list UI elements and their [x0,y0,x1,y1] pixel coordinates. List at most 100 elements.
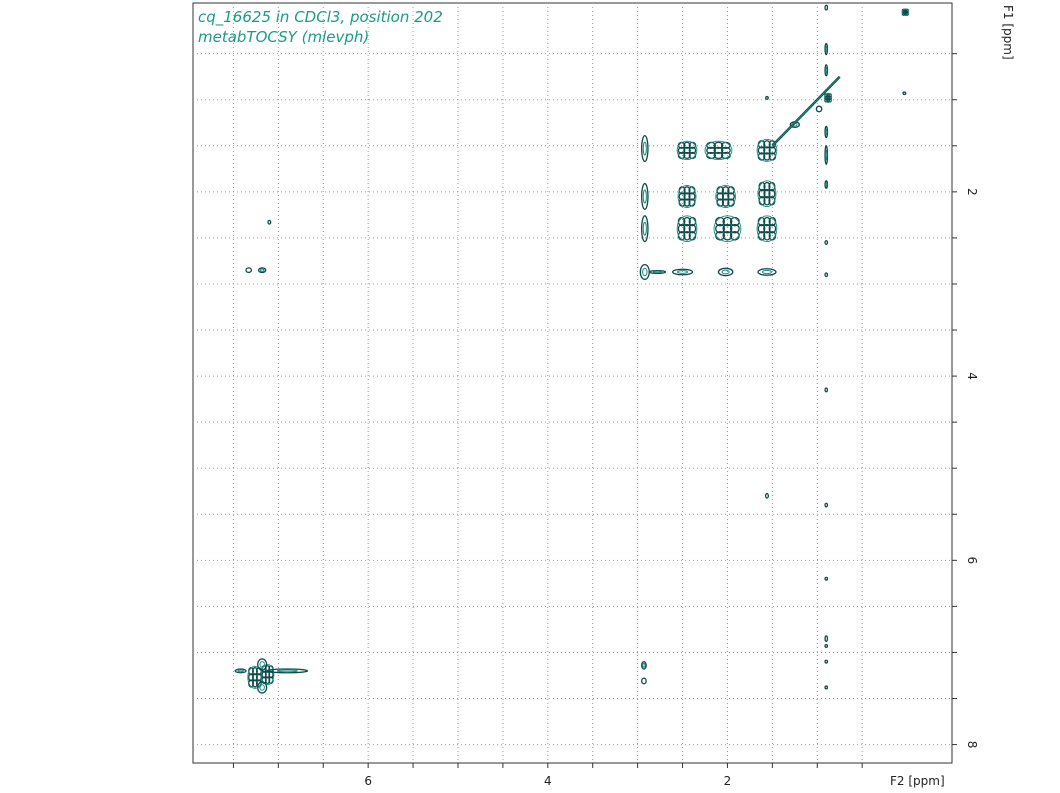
cross-peak-contour [722,216,733,227]
cross-peak-outline [713,215,742,243]
cross-peak [824,576,829,581]
cross-peak-contour [683,216,691,227]
y-axis: 2 4 6 8 [952,53,979,749]
y-tick-label: 8 [965,741,979,749]
cross-peak-contour [763,140,771,149]
cross-peak-contour [763,216,771,227]
cross-peak-inner [276,669,298,673]
cross-peak [639,263,650,281]
cross-peak-inner [825,149,828,161]
cross-peak-inner [642,663,646,668]
cross-peak-contour [677,223,686,234]
cross-peak-inner [825,45,828,53]
cross-peak [824,643,829,649]
cross-peak [257,658,268,671]
cross-peak-contour [720,146,731,154]
cross-peak [641,661,647,670]
cross-peak [717,267,734,277]
cross-peak-contour [721,192,730,201]
cross-peak [257,681,268,694]
x-tick-label: 4 [544,774,552,788]
cross-peak-inner [259,661,265,668]
chart-title: cq_16625 in CDCl3, position 202 [198,8,443,27]
cross-peak-contour [683,151,691,160]
cross-peak-outline [824,92,833,103]
x-tick-label: 6 [364,774,372,788]
cross-peak-contour [683,223,691,234]
cross-peak [267,219,272,225]
cross-peak-contour [763,231,771,241]
cross-peak-contour [721,198,730,207]
cross-peak-contour [716,192,725,201]
cross-peak-contour [722,223,733,234]
cross-peak-contour [683,141,691,149]
cross-peak-contour [763,146,771,155]
cross-peak-contour [729,223,740,234]
cross-peak [824,64,829,77]
cross-peak-outline [756,215,778,243]
cross-peak-contour [268,670,274,679]
cross-peak-contour [713,151,724,160]
cross-peak-contour [713,141,724,149]
cross-peak-contour [768,223,777,234]
x-axis: 6 4 2 [232,763,863,788]
cross-peak-contour [677,146,686,154]
y-tick-label: 4 [965,372,979,380]
cross-peak-inner [642,221,647,236]
chart-subtitle: metabTOCSY (mlevph) [198,28,369,46]
cross-peak-inner [642,141,647,156]
cross-peak [641,182,649,211]
cross-peak [902,91,907,96]
cross-peak-outline [756,138,778,162]
cross-peak [641,215,649,243]
cross-peak-contour [768,146,777,155]
cross-peak-contour [688,146,697,154]
cross-peak-contour [706,146,717,154]
x-tick-label: 2 [724,774,732,788]
cross-peak-contour [763,188,771,199]
cross-peak-contour [683,231,691,241]
cross-peak-outline [901,8,909,16]
cross-peak [257,267,267,274]
cross-peak-contour [713,146,724,154]
cross-peak [648,269,667,275]
cross-peak [757,268,777,276]
cross-peak-contour [683,186,691,195]
cross-peak-contour [721,186,730,195]
cross-peak [764,492,769,499]
cross-peak [824,635,829,643]
cross-peak-contour [763,196,771,206]
cross-peak-contour [678,192,686,201]
cross-peak-contour [727,192,735,201]
cross-peak [245,267,253,274]
cross-peak-contour [688,192,696,201]
cross-peak [824,4,829,11]
cross-peak-inner [677,270,688,274]
cross-peak-contour [722,231,733,241]
x-axis-title: F2 [ppm] [890,774,945,788]
cross-peak-inner [237,669,244,673]
cross-peak-contour [688,223,697,234]
cross-peak-inner [642,267,648,277]
y-axis-title: F1 [ppm] [1001,5,1015,60]
cross-peak [641,135,649,163]
cross-peak [824,240,829,246]
cross-peak-inner [825,66,828,74]
cross-peak-contour [757,223,766,234]
cross-peak-outline [676,215,698,243]
peak-layer [234,4,909,694]
cross-peak-outline [676,140,698,161]
cross-peak-inner [259,684,265,691]
cross-peak-contour [763,223,771,234]
cross-peak [824,42,829,56]
cross-peak-contour [683,192,691,201]
cross-peak [824,125,829,139]
cross-peak-inner [721,269,730,275]
cross-peak-contour [757,146,766,155]
y-tick-label: 6 [965,557,979,565]
grid [193,3,952,763]
cross-peak-inner [259,268,265,272]
cross-peak-inner [642,189,647,204]
cross-peak [672,268,694,276]
